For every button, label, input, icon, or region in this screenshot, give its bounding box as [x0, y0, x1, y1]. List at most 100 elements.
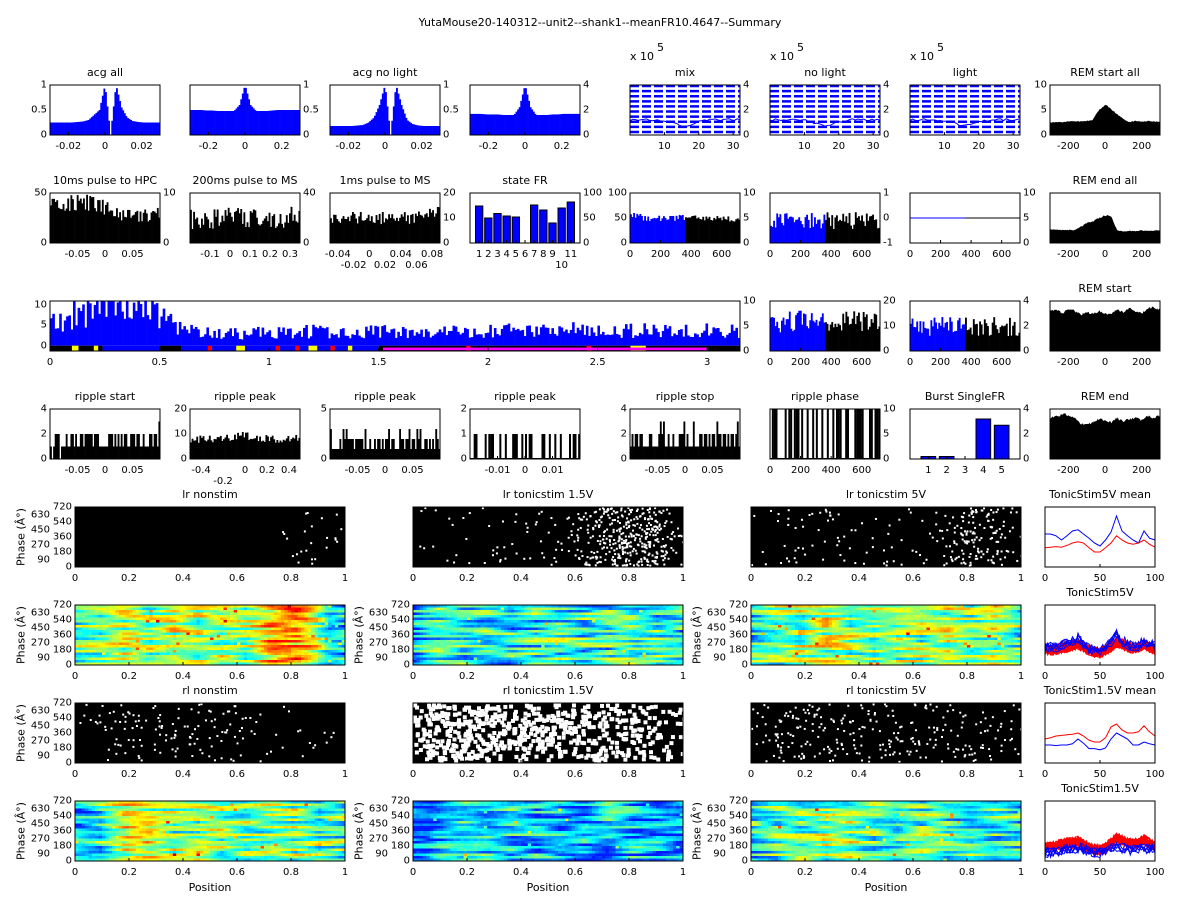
heatmap-cell: [186, 652, 191, 656]
raster-gap: [630, 533, 633, 536]
heatmap-cell: [297, 632, 302, 636]
heatmap-cell: [277, 612, 282, 616]
histogram-bar: [644, 216, 647, 243]
histogram-bar: [353, 449, 356, 459]
histogram-bar: [917, 331, 920, 351]
raster-gap: [606, 546, 609, 549]
heatmap-cell: [118, 647, 123, 651]
histogram-bar: [457, 331, 460, 346]
raster-gap: [629, 563, 632, 566]
histogram-bar: [136, 210, 139, 243]
heatmap-cell: [527, 610, 532, 613]
heatmap-cell: [328, 662, 332, 666]
heatmap-cell: [179, 650, 184, 653]
heatmap-cell: [243, 662, 248, 666]
histogram-bar: [356, 125, 359, 135]
heatmap-cell: [149, 607, 154, 611]
raster-gap: [991, 526, 994, 529]
histogram-bar: [215, 216, 218, 243]
x-tick-label: 0.4: [851, 573, 867, 584]
histogram-bar: [256, 435, 258, 459]
histogram-bar: [454, 326, 458, 346]
heatmap-cell: [666, 612, 670, 616]
histogram-bar: [685, 446, 687, 459]
raster-gap: [646, 563, 649, 566]
histogram-bar: [516, 328, 520, 346]
heatmap-cell: [304, 645, 309, 648]
histogram-bar: [648, 334, 651, 346]
raster-gap: [614, 553, 617, 556]
heatmap-cell: [78, 660, 83, 663]
raster-gap: [1000, 533, 1003, 536]
histogram-bar: [936, 328, 939, 351]
state-segment: [93, 345, 99, 351]
heatmap-cell: [554, 612, 559, 616]
histogram-bar: [501, 114, 504, 135]
heatmap-cell: [206, 652, 211, 656]
heatmap-cell: [149, 630, 154, 633]
heatmap-cell: [324, 650, 329, 653]
heatmap-cell: [85, 657, 89, 661]
heatmap-cell: [632, 610, 637, 613]
heatmap-cell: [270, 637, 275, 641]
heatmap-cell: [206, 660, 211, 663]
heatmap-cell: [179, 612, 184, 616]
heatmap-cell: [274, 657, 278, 661]
heatmap-cell: [602, 605, 606, 608]
heatmap-cell: [193, 627, 197, 631]
heatmap-cell: [497, 612, 502, 616]
heatmap-cell: [297, 657, 302, 661]
heatmap-cell: [105, 615, 110, 618]
raster-gap: [594, 524, 597, 527]
x-tick-label: 0.2: [121, 573, 137, 584]
heatmap-cell: [166, 660, 170, 663]
histogram-bar: [355, 439, 358, 459]
raster-gap: [646, 558, 649, 561]
raster-gap: [529, 557, 532, 560]
spike-bar: [484, 434, 487, 459]
histogram-bar: [418, 125, 420, 135]
heatmap-cell: [210, 620, 214, 623]
heatmap-cell: [145, 615, 150, 618]
y-tick-label: 0: [743, 345, 750, 357]
heatmap-cell: [122, 612, 127, 616]
heatmap-cell: [189, 642, 194, 646]
heatmap-cell: [257, 625, 262, 628]
raster-gap: [965, 540, 968, 543]
histogram-bar: [103, 88, 106, 135]
heatmap-cell: [186, 660, 191, 663]
heatmap-cell: [328, 650, 332, 653]
histogram-bar: [771, 226, 774, 243]
histogram-bar: [727, 216, 730, 243]
histogram-bar: [798, 310, 801, 351]
histogram-bar: [422, 217, 425, 243]
heatmap-cell: [321, 652, 326, 656]
y-tick-label: 2: [460, 403, 467, 415]
heatmap-cell: [324, 662, 329, 666]
histogram-bar: [65, 434, 68, 459]
raster-gap: [488, 525, 491, 528]
heatmap-cell: [145, 627, 150, 631]
heatmap-cell: [423, 605, 427, 608]
heatmap-cell: [497, 615, 502, 618]
raster-gap: [635, 552, 638, 555]
histogram-bar: [564, 113, 567, 135]
heatmap-cell: [331, 620, 336, 623]
raster-gap: [615, 564, 618, 567]
histogram-bar: [337, 449, 340, 459]
histogram-bar: [700, 219, 703, 243]
plot-area: [329, 192, 441, 244]
raster-gap: [655, 555, 658, 558]
heatmap-cell: [223, 612, 228, 616]
heatmap-cell: [294, 615, 299, 618]
heatmap-cell: [301, 617, 305, 621]
heatmap-cell: [189, 652, 194, 656]
raster-gap: [658, 525, 661, 528]
y-tick-label: 100: [583, 187, 603, 199]
histogram-bar: [670, 216, 673, 243]
raster-gap: [608, 550, 611, 553]
histogram-bar: [814, 322, 816, 351]
raster-gap: [621, 564, 624, 567]
histogram-bar: [130, 318, 134, 346]
heatmap-cell: [301, 607, 305, 611]
